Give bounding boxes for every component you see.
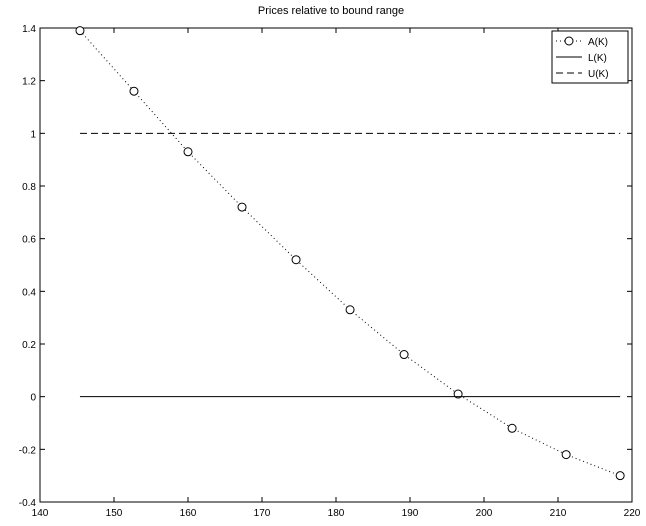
legend-label: L(K) xyxy=(588,53,607,64)
data-point-ak xyxy=(507,423,517,433)
y-tick-label: 1.2 xyxy=(22,77,36,88)
data-point-ak xyxy=(183,147,193,157)
y-tick-label: 1.4 xyxy=(22,24,36,35)
legend-label: A(K) xyxy=(588,37,608,48)
y-tick-label: 0.2 xyxy=(22,340,36,351)
x-tick-label: 220 xyxy=(624,508,641,519)
data-point-ak xyxy=(237,202,247,212)
legend-label: U(K) xyxy=(588,69,609,80)
x-tick-label: 190 xyxy=(402,508,419,519)
data-point-ak xyxy=(129,86,139,96)
data-point-ak xyxy=(453,389,463,399)
series-line-ak xyxy=(79,30,621,477)
series-layer xyxy=(75,26,625,481)
data-point-ak xyxy=(345,305,355,315)
data-point-ak xyxy=(75,26,85,36)
data-point-ak xyxy=(561,450,571,460)
data-point-ak xyxy=(615,471,625,481)
legend-marker xyxy=(564,36,574,46)
x-tick-label: 140 xyxy=(32,508,49,519)
y-tick-label: 0 xyxy=(30,393,36,404)
y-tick-label: 0.6 xyxy=(22,235,36,246)
y-tick-label: -0.4 xyxy=(19,498,37,509)
x-tick-label: 150 xyxy=(106,508,123,519)
ticks-layer: 140 150 160 170 180 190 200 210 220 -0.4 -0.2 0 0.2 0… xyxy=(19,24,641,519)
y-tick-label: 0.4 xyxy=(22,287,36,298)
legend: A(K) L(K) U(K) xyxy=(551,30,629,84)
y-tick-label: 1 xyxy=(30,129,36,140)
x-tick-label: 200 xyxy=(476,508,493,519)
y-tick-label: -0.2 xyxy=(19,445,37,456)
y-tick-label: 0.8 xyxy=(22,182,36,193)
x-tick-label: 180 xyxy=(328,508,345,519)
data-point-ak xyxy=(291,255,301,265)
data-point-ak xyxy=(399,350,409,360)
chart-title: Prices relative to bound range xyxy=(258,5,404,17)
plot-frame xyxy=(39,27,633,503)
x-tick-label: 160 xyxy=(180,508,197,519)
x-tick-label: 170 xyxy=(254,508,271,519)
x-tick-label: 210 xyxy=(550,508,567,519)
